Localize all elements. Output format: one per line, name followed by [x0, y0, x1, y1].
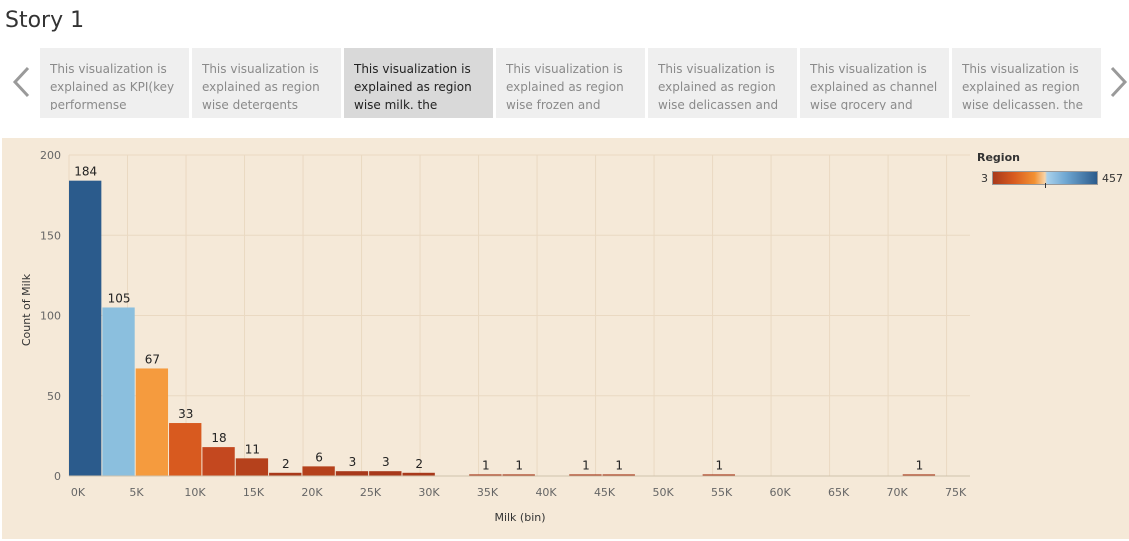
- bar-value-label: 6: [315, 450, 323, 464]
- bar-value-label: 1: [715, 458, 723, 472]
- bar-value-label: 105: [108, 291, 131, 305]
- x-tick-label: 35K: [477, 486, 499, 499]
- bar-value-label: 184: [74, 165, 97, 179]
- x-tick-label: 70K: [886, 486, 908, 499]
- next-story-point-button[interactable]: [1106, 62, 1129, 102]
- story-caption-6[interactable]: This visualization is explained as chann…: [800, 48, 949, 118]
- x-tick-label: 0K: [71, 486, 86, 499]
- histogram-bar[interactable]: [269, 472, 302, 476]
- histogram-bar[interactable]: [69, 180, 102, 476]
- caption-text: This visualization is explained as regio…: [962, 62, 1084, 110]
- bar-value-label: 1: [615, 458, 623, 472]
- histogram-bar[interactable]: [469, 474, 502, 476]
- histogram-bar[interactable]: [302, 466, 335, 476]
- histogram-bar[interactable]: [702, 474, 735, 476]
- x-tick-label: 25K: [360, 486, 382, 499]
- bar-value-label: 3: [382, 455, 390, 469]
- histogram-bar[interactable]: [502, 474, 535, 476]
- axes: 0 50 100 150 200 0K 5K 10K 15K 20K 25K 30K 35K 40K 45K…: [40, 149, 970, 499]
- x-axis-title: Milk (bin): [494, 511, 545, 524]
- story-caption-2[interactable]: This visualization is explained as regio…: [192, 48, 341, 118]
- bar-value-label: 3: [349, 455, 357, 469]
- story-caption-1[interactable]: This visualization is explained as KPI(k…: [40, 48, 189, 118]
- x-tick-label: 20K: [301, 486, 323, 499]
- y-tick-label: 200: [40, 149, 61, 162]
- bar-value-label: 2: [415, 457, 423, 471]
- x-tick-label: 60K: [769, 486, 791, 499]
- bar-value-label: 11: [245, 442, 260, 456]
- x-tick-label: 55K: [711, 486, 733, 499]
- x-tick-label: 15K: [243, 486, 265, 499]
- x-tick-label: 75K: [945, 486, 967, 499]
- chevron-left-icon: [12, 66, 30, 98]
- histogram-bar[interactable]: [102, 307, 135, 476]
- histogram-bar[interactable]: [402, 472, 435, 476]
- bars: [69, 180, 936, 476]
- caption-text: This visualization is explained as regio…: [506, 62, 624, 110]
- histogram-bar[interactable]: [369, 471, 402, 476]
- x-tick-label: 50K: [652, 486, 674, 499]
- bar-value-label: 1: [515, 458, 523, 472]
- story-caption-4[interactable]: This visualization is explained as regio…: [496, 48, 645, 118]
- legend-min-label: 3: [981, 172, 988, 185]
- histogram-bar[interactable]: [335, 471, 369, 476]
- caption-text: This visualization is explained as regio…: [354, 62, 472, 110]
- bar-value-label: 33: [178, 407, 193, 421]
- legend-title: Region: [977, 151, 1020, 164]
- story-caption-5[interactable]: This visualization is explained as regio…: [648, 48, 797, 118]
- histogram-bar[interactable]: [202, 447, 235, 476]
- y-tick-label: 150: [40, 229, 61, 242]
- x-tick-label: 5K: [129, 486, 144, 499]
- x-tick-label: 45K: [594, 486, 616, 499]
- histogram-bar[interactable]: [169, 423, 202, 476]
- x-tick-label: 30K: [418, 486, 440, 499]
- bar-value-label: 1: [582, 458, 590, 472]
- y-tick-label: 50: [47, 390, 61, 403]
- x-tick-label: 65K: [828, 486, 850, 499]
- caption-text: This visualization is explained as regio…: [658, 62, 779, 110]
- chevron-right-icon: [1110, 66, 1128, 98]
- caption-text: This visualization is explained as regio…: [202, 62, 320, 110]
- histogram-bar[interactable]: [602, 474, 635, 476]
- caption-text: This visualization is explained as chann…: [810, 62, 938, 110]
- legend-max-label: 457: [1102, 172, 1123, 185]
- gridlines: [68, 154, 970, 477]
- x-tick-label: 40K: [535, 486, 557, 499]
- caption-text: This visualization is explained as KPI(k…: [50, 62, 175, 110]
- legend-center-marker: [1045, 183, 1046, 188]
- x-tick-label: 10K: [184, 486, 206, 499]
- histogram-bar[interactable]: [569, 474, 602, 476]
- histogram-bar[interactable]: [235, 458, 269, 476]
- story-title: Story 1: [5, 8, 85, 33]
- y-tick-label: 100: [40, 310, 61, 323]
- bar-value-label: 1: [482, 458, 490, 472]
- region-color-legend: Region 3 457: [975, 151, 1125, 188]
- histogram-bar[interactable]: [135, 368, 169, 476]
- bar-value-label: 1: [916, 458, 924, 472]
- story-caption-7[interactable]: This visualization is explained as regio…: [952, 48, 1101, 118]
- histogram-bar[interactable]: [902, 474, 936, 476]
- bar-value-label: 67: [145, 352, 160, 366]
- prev-story-point-button[interactable]: [8, 62, 34, 102]
- story-caption-3[interactable]: This visualization is explained as regio…: [344, 48, 493, 118]
- bar-value-label: 2: [282, 457, 290, 471]
- y-tick-label: 0: [54, 470, 61, 483]
- bar-value-label: 18: [211, 431, 226, 445]
- y-axis-title: Count of Milk: [20, 273, 33, 346]
- story-caption-strip: This visualization is explained as KPI(k…: [40, 48, 1102, 118]
